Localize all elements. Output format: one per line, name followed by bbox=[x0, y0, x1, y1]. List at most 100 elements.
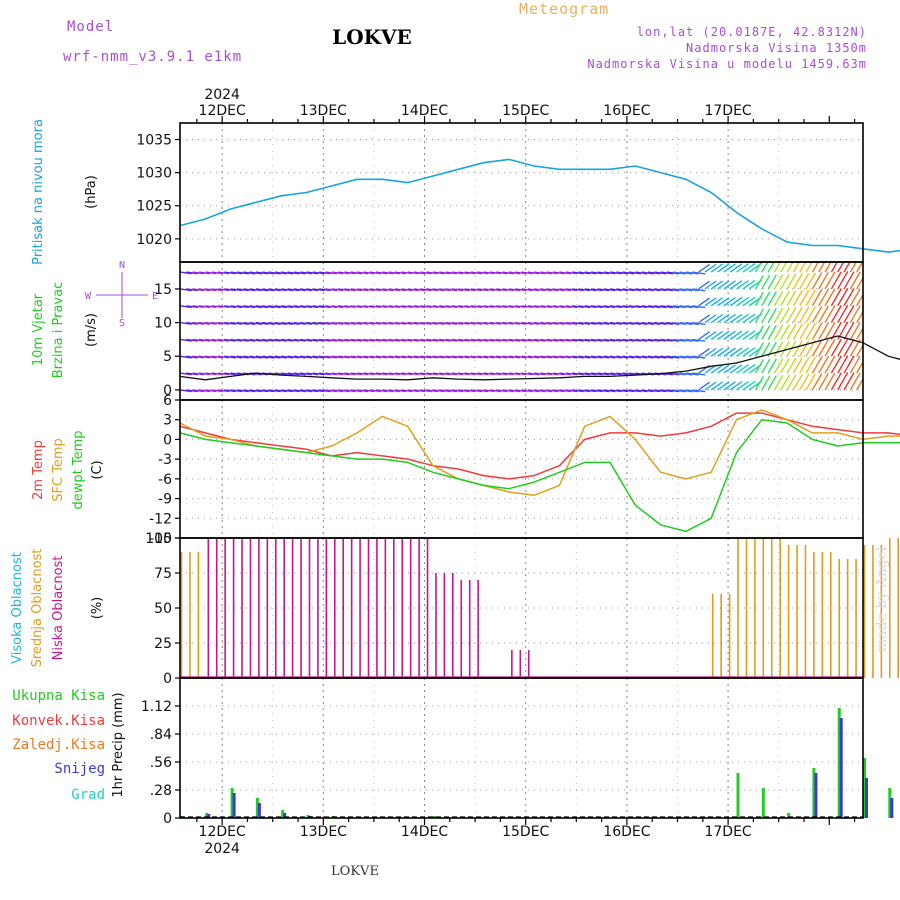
wind-arrow bbox=[597, 271, 610, 275]
wind-arrow bbox=[862, 287, 863, 289]
wind-arrow bbox=[692, 271, 706, 275]
wind-arrow bbox=[363, 288, 375, 292]
wind-arrow bbox=[546, 372, 559, 376]
wind-arrow bbox=[445, 355, 457, 359]
wind-arrow bbox=[584, 389, 597, 393]
wind-arrow bbox=[679, 305, 693, 309]
wind-arrow bbox=[344, 288, 356, 292]
top-day-label: 14DEC bbox=[401, 103, 448, 119]
wind-arrow bbox=[616, 305, 629, 309]
model-altitude-text: Nadmorska Visina u modelu 1459.63m bbox=[587, 57, 867, 71]
wind-arrow bbox=[363, 355, 375, 359]
wind-arrow bbox=[647, 271, 661, 275]
wind-arrow bbox=[180, 338, 192, 342]
wind-arrow bbox=[375, 372, 388, 376]
wind-arrow bbox=[205, 389, 217, 393]
wind-arrow bbox=[407, 372, 419, 376]
wind-arrow bbox=[679, 372, 693, 376]
wind-arrow bbox=[306, 271, 319, 275]
wind-arrow bbox=[654, 338, 667, 342]
wind-arrow bbox=[306, 372, 319, 376]
wind-arrow bbox=[837, 372, 849, 391]
compass-n: N bbox=[119, 260, 125, 271]
y-tick-label-pressure: 1025 bbox=[136, 199, 172, 215]
wind-arrow bbox=[856, 293, 863, 307]
wind-arrow bbox=[534, 355, 546, 359]
wind-arrow bbox=[805, 262, 813, 273]
wind-arrow bbox=[255, 321, 269, 325]
pressure-line bbox=[179, 158, 900, 253]
wind-arrow bbox=[508, 305, 521, 308]
wind-arrow bbox=[647, 389, 661, 393]
wind-arrow bbox=[843, 321, 855, 340]
wind-arrow bbox=[773, 358, 784, 374]
wind-arrow bbox=[856, 377, 863, 391]
bottom-day-label: 13DEC bbox=[300, 824, 347, 840]
wind-arrow bbox=[773, 262, 782, 273]
y-tick-label-wind: 5 bbox=[163, 349, 172, 365]
wind-arrow bbox=[565, 372, 578, 376]
wind-arrow bbox=[331, 389, 344, 393]
wind-arrow bbox=[546, 305, 559, 308]
wind-arrow bbox=[508, 372, 521, 376]
wind-arrow bbox=[799, 357, 810, 374]
watermark: made by Angel bbox=[874, 546, 890, 652]
wind-arrow bbox=[742, 380, 756, 391]
wind-arrow bbox=[249, 271, 262, 275]
wind-arrow bbox=[830, 355, 842, 374]
wind-arrow bbox=[262, 288, 275, 292]
wind-arrow bbox=[792, 290, 803, 307]
top-day-label: 13DEC bbox=[300, 103, 347, 119]
wind-arrow bbox=[306, 288, 319, 292]
wind-arrow bbox=[571, 355, 584, 359]
wind-arrow bbox=[736, 364, 749, 374]
labels: 12DEC 12DEC 13DEC 13DEC 14DEC 14DEC 15DEC 15DEC… bbox=[10, 87, 752, 857]
wind-arrow bbox=[710, 263, 724, 273]
precip-bar-1 bbox=[283, 813, 287, 818]
wind-arrow bbox=[432, 355, 445, 359]
wind-arrow bbox=[420, 288, 432, 292]
wind-arrow bbox=[515, 288, 527, 292]
wind-arrow bbox=[274, 271, 287, 275]
wind-arrow bbox=[685, 355, 699, 359]
wind-arrow bbox=[230, 271, 243, 275]
wind-arrow bbox=[641, 389, 654, 393]
wind-arrow bbox=[553, 372, 565, 376]
wind-arrow bbox=[811, 272, 823, 290]
wind-arrow bbox=[293, 271, 306, 275]
wind-arrow bbox=[786, 290, 797, 307]
wind-arrow bbox=[508, 271, 521, 275]
wind-arrow bbox=[603, 355, 616, 359]
wind-arrow bbox=[628, 338, 641, 342]
wind-arrow bbox=[616, 355, 629, 359]
wind-arrow bbox=[856, 360, 863, 374]
wind-arrow bbox=[862, 371, 863, 374]
wind-arrow bbox=[540, 389, 552, 393]
wind-arrow bbox=[856, 343, 863, 357]
wind-arrow bbox=[609, 389, 622, 393]
wind-arrow bbox=[413, 372, 426, 376]
wind-arrow bbox=[489, 271, 501, 275]
wind-arrow bbox=[805, 272, 816, 290]
wind-arrow bbox=[635, 321, 648, 325]
wind-arrow bbox=[413, 338, 426, 342]
wind-arrow bbox=[584, 288, 597, 292]
wind-arrow bbox=[723, 313, 736, 324]
wind-arrow bbox=[837, 271, 849, 290]
wind-arrow bbox=[293, 355, 306, 359]
wind-arrow bbox=[597, 338, 610, 342]
wind-arrow bbox=[350, 305, 362, 308]
wind-arrow bbox=[426, 389, 438, 393]
wind-field bbox=[180, 262, 863, 393]
wind-arrow bbox=[211, 305, 223, 308]
wind-arrow bbox=[849, 288, 861, 307]
y-tick-label-clouds: 100 bbox=[145, 531, 172, 547]
wind-arrow bbox=[559, 305, 571, 309]
wind-ylabel-1: 10m Vjetar bbox=[31, 293, 46, 366]
wind-arrow bbox=[553, 271, 565, 275]
y-tick-label-temperature: 3 bbox=[163, 413, 172, 429]
wind-arrow bbox=[565, 389, 578, 393]
wind-arrow bbox=[338, 338, 350, 342]
wind-arrow bbox=[603, 288, 616, 292]
wind-arrow bbox=[704, 381, 717, 391]
